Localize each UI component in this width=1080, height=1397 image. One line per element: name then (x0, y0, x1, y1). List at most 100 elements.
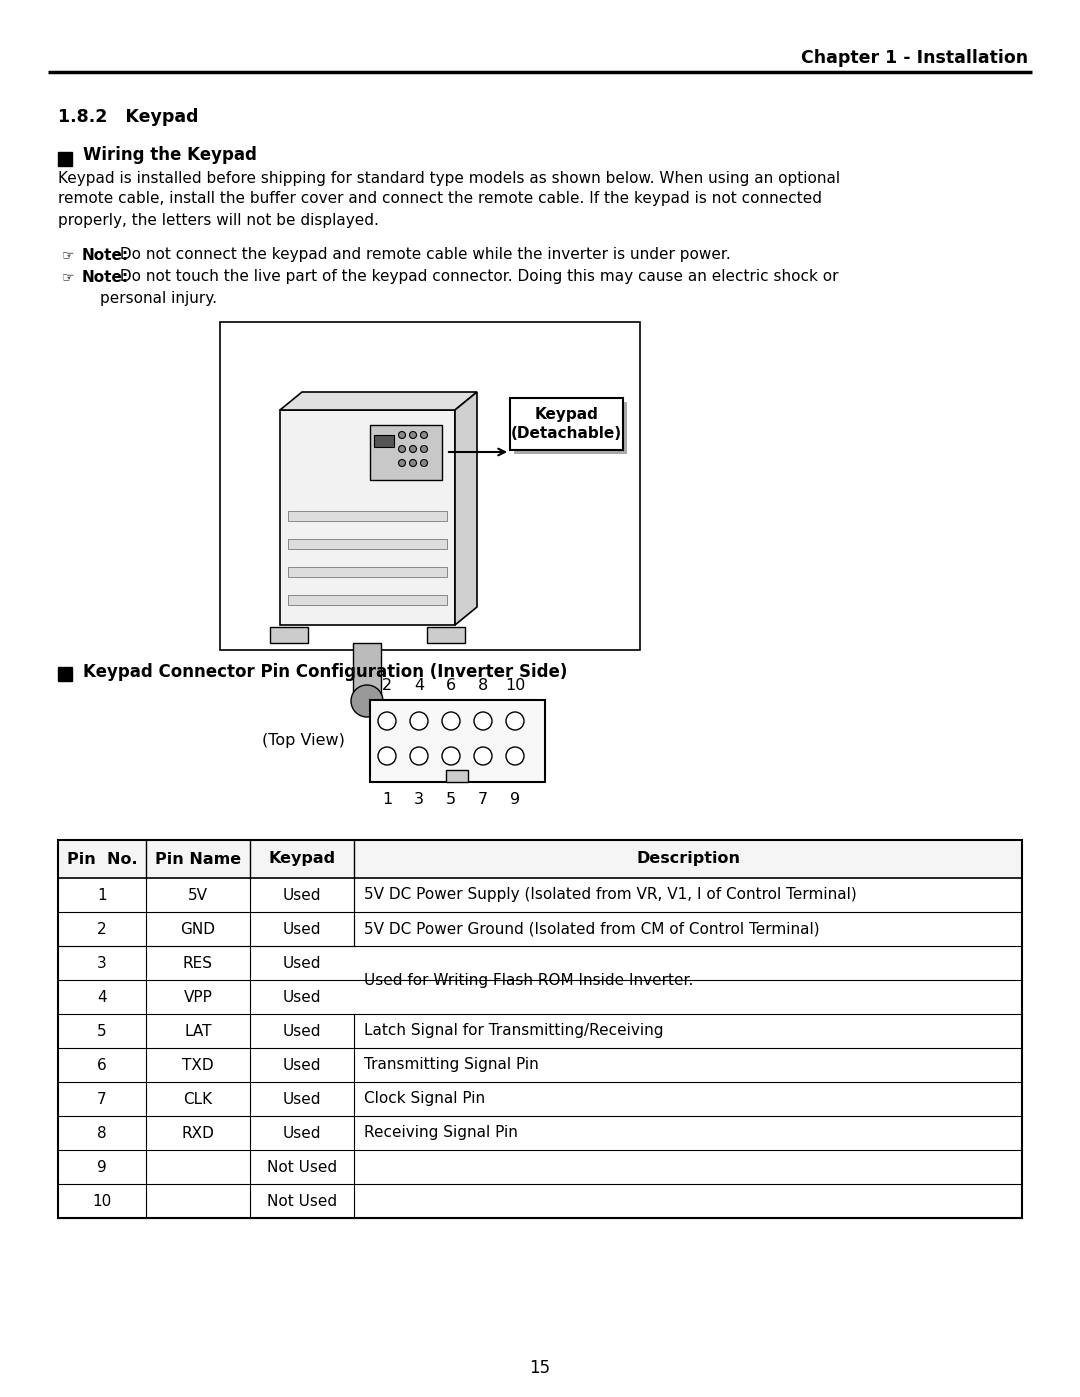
Text: 5: 5 (446, 792, 456, 807)
Text: Used: Used (283, 1091, 321, 1106)
Circle shape (409, 446, 417, 453)
Text: remote cable, install the buffer cover and connect the remote cable. If the keyp: remote cable, install the buffer cover a… (58, 191, 822, 207)
Text: 3: 3 (414, 792, 424, 807)
Text: 6: 6 (446, 679, 456, 693)
Bar (220, 321, 640, 650)
Circle shape (409, 432, 417, 439)
Bar (370, 700, 545, 782)
Circle shape (507, 712, 524, 731)
Text: Latch Signal for Transmitting/Receiving: Latch Signal for Transmitting/Receiving (364, 1024, 663, 1038)
Text: Description: Description (636, 852, 740, 866)
Text: Chapter 1 - Installation: Chapter 1 - Installation (801, 49, 1028, 67)
Text: GND: GND (180, 922, 216, 936)
Text: 10: 10 (504, 679, 525, 693)
Text: 4: 4 (97, 989, 107, 1004)
Bar (58, 840, 1022, 877)
Circle shape (420, 432, 428, 439)
Text: properly, the letters will not be displayed.: properly, the letters will not be displa… (58, 212, 379, 228)
Text: Keypad is installed before shipping for standard type models as shown below. Whe: Keypad is installed before shipping for … (58, 170, 840, 186)
Text: 3: 3 (97, 956, 107, 971)
Text: 15: 15 (529, 1359, 551, 1377)
Text: 2: 2 (382, 679, 392, 693)
Text: ☞: ☞ (62, 270, 75, 284)
Text: Pin  No.: Pin No. (67, 852, 137, 866)
Text: 7: 7 (97, 1091, 107, 1106)
Circle shape (420, 446, 428, 453)
Text: Not Used: Not Used (267, 1160, 337, 1175)
Text: 9: 9 (97, 1160, 107, 1175)
Circle shape (378, 712, 396, 731)
Polygon shape (280, 409, 455, 624)
Text: 1: 1 (382, 792, 392, 807)
Text: 5: 5 (97, 1024, 107, 1038)
Text: Used: Used (283, 887, 321, 902)
Text: Do not touch the live part of the keypad connector. Doing this may cause an elec: Do not touch the live part of the keypad… (114, 270, 838, 285)
Text: RXD: RXD (181, 1126, 215, 1140)
Bar (510, 398, 623, 450)
Text: (Top View): (Top View) (262, 733, 345, 749)
Circle shape (507, 747, 524, 766)
Text: personal injury.: personal injury. (100, 291, 217, 306)
Text: 8: 8 (477, 679, 488, 693)
Bar (58, 152, 72, 166)
Polygon shape (280, 393, 477, 409)
Text: 1: 1 (97, 887, 107, 902)
Text: Used: Used (283, 922, 321, 936)
Circle shape (420, 460, 428, 467)
Text: Pin Name: Pin Name (154, 852, 241, 866)
Text: 2: 2 (97, 922, 107, 936)
Text: VPP: VPP (184, 989, 213, 1004)
Bar (446, 770, 468, 782)
Text: Do not connect the keypad and remote cable while the inverter is under power.: Do not connect the keypad and remote cab… (114, 247, 731, 263)
Circle shape (351, 685, 383, 717)
Text: Not Used: Not Used (267, 1193, 337, 1208)
Text: Note:: Note: (82, 247, 130, 263)
Text: TXD: TXD (183, 1058, 214, 1073)
Text: Keypad Connector Pin Configuration (Inverter Side): Keypad Connector Pin Configuration (Inve… (83, 664, 567, 680)
Polygon shape (270, 627, 308, 643)
Bar (370, 425, 442, 481)
Text: 9: 9 (510, 792, 521, 807)
Bar (514, 402, 627, 454)
Bar (288, 595, 447, 605)
Text: 5V DC Power Supply (Isolated from VR, V1, I of Control Terminal): 5V DC Power Supply (Isolated from VR, V1… (364, 887, 856, 902)
Text: RES: RES (183, 956, 213, 971)
Text: 7: 7 (478, 792, 488, 807)
Text: Used: Used (283, 1126, 321, 1140)
Bar (288, 567, 447, 577)
Text: Transmitting Signal Pin: Transmitting Signal Pin (364, 1058, 539, 1073)
Circle shape (399, 446, 405, 453)
Text: 10: 10 (93, 1193, 111, 1208)
Text: Clock Signal Pin: Clock Signal Pin (364, 1091, 485, 1106)
Text: 6: 6 (97, 1058, 107, 1073)
Bar (374, 434, 394, 447)
Polygon shape (427, 627, 465, 643)
Text: Wiring the Keypad: Wiring the Keypad (83, 147, 257, 163)
Text: Used: Used (283, 956, 321, 971)
Circle shape (378, 747, 396, 766)
Text: Used: Used (283, 989, 321, 1004)
Circle shape (410, 747, 428, 766)
Circle shape (399, 432, 405, 439)
Text: CLK: CLK (184, 1091, 213, 1106)
Circle shape (442, 747, 460, 766)
Polygon shape (455, 393, 477, 624)
Bar (58, 840, 1022, 1218)
Text: Keypad
(Detachable): Keypad (Detachable) (511, 407, 622, 441)
Circle shape (442, 712, 460, 731)
Text: Receiving Signal Pin: Receiving Signal Pin (364, 1126, 518, 1140)
Circle shape (474, 747, 492, 766)
Text: ☞: ☞ (62, 249, 75, 263)
Bar (288, 539, 447, 549)
Text: Keypad: Keypad (269, 852, 336, 866)
Bar (353, 643, 381, 698)
Text: 8: 8 (97, 1126, 107, 1140)
Bar (288, 511, 447, 521)
Text: Used: Used (283, 1024, 321, 1038)
Text: 4: 4 (414, 679, 424, 693)
Circle shape (399, 460, 405, 467)
Circle shape (474, 712, 492, 731)
Text: 5V: 5V (188, 887, 208, 902)
Text: LAT: LAT (185, 1024, 212, 1038)
Circle shape (410, 712, 428, 731)
